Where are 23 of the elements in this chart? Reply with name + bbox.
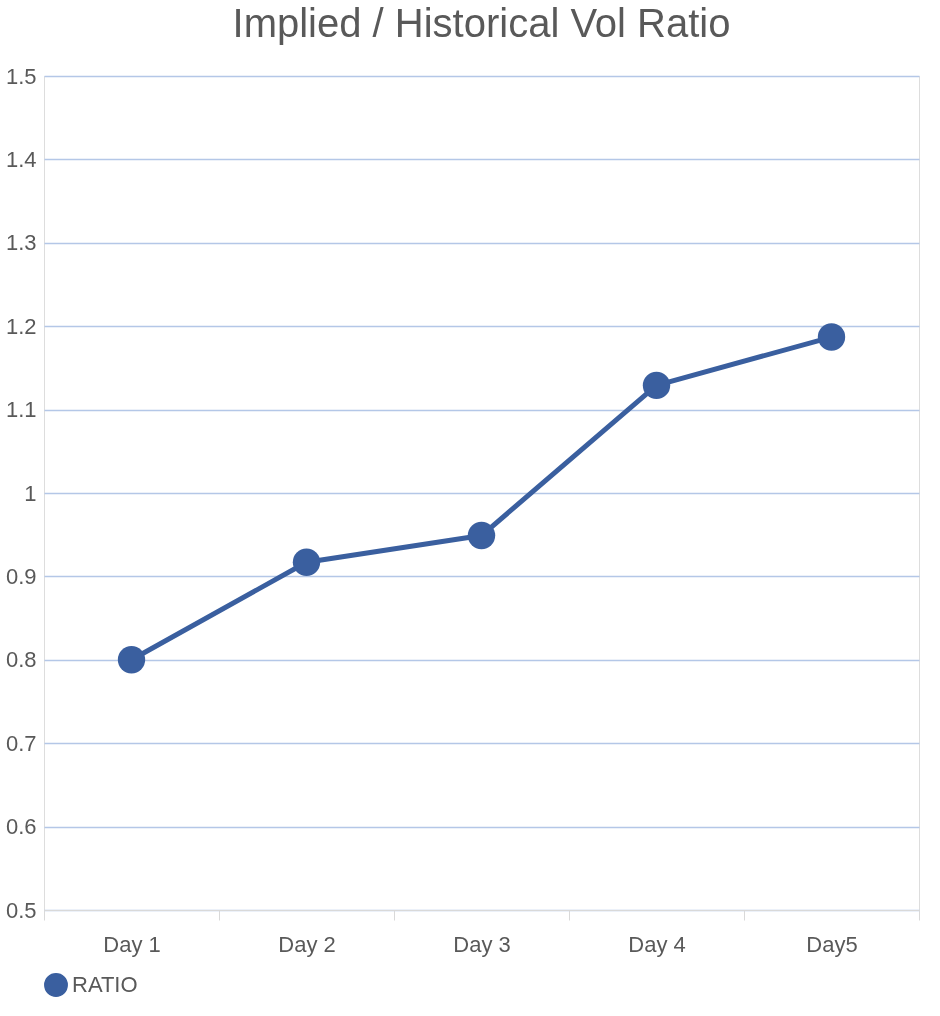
y-tick-label: 1.4 bbox=[5, 146, 37, 172]
x-tick-label: Day 4 bbox=[628, 931, 686, 957]
y-tick-label: 1 bbox=[24, 480, 37, 506]
y-tick-label: 0.5 bbox=[5, 897, 37, 923]
point bbox=[467, 521, 496, 550]
point bbox=[642, 371, 671, 400]
y-tick-label: 1.5 bbox=[5, 63, 37, 89]
x-tick-label: Day 3 bbox=[453, 931, 511, 957]
point bbox=[117, 646, 146, 674]
y-tick-label: 0.8 bbox=[5, 647, 37, 673]
y-tick-label: 0.9 bbox=[5, 563, 37, 589]
y-tick-label: 0.7 bbox=[5, 730, 37, 756]
x-tick-label: Day 1 bbox=[103, 931, 161, 957]
y-tick-label: 0.6 bbox=[5, 814, 37, 840]
chart-title: Implied / Historical Vol Ratio bbox=[232, 1, 731, 45]
legend-label: RATIO bbox=[72, 972, 138, 997]
point bbox=[292, 548, 321, 576]
y-tick-label: 1.2 bbox=[5, 313, 37, 339]
point bbox=[817, 323, 846, 351]
y-tick-label: 1.3 bbox=[5, 230, 37, 256]
x-tick-label: Day 2 bbox=[278, 931, 336, 957]
x-tick-label: Day5 bbox=[806, 931, 858, 957]
y-tick-label: 1.1 bbox=[5, 397, 37, 423]
